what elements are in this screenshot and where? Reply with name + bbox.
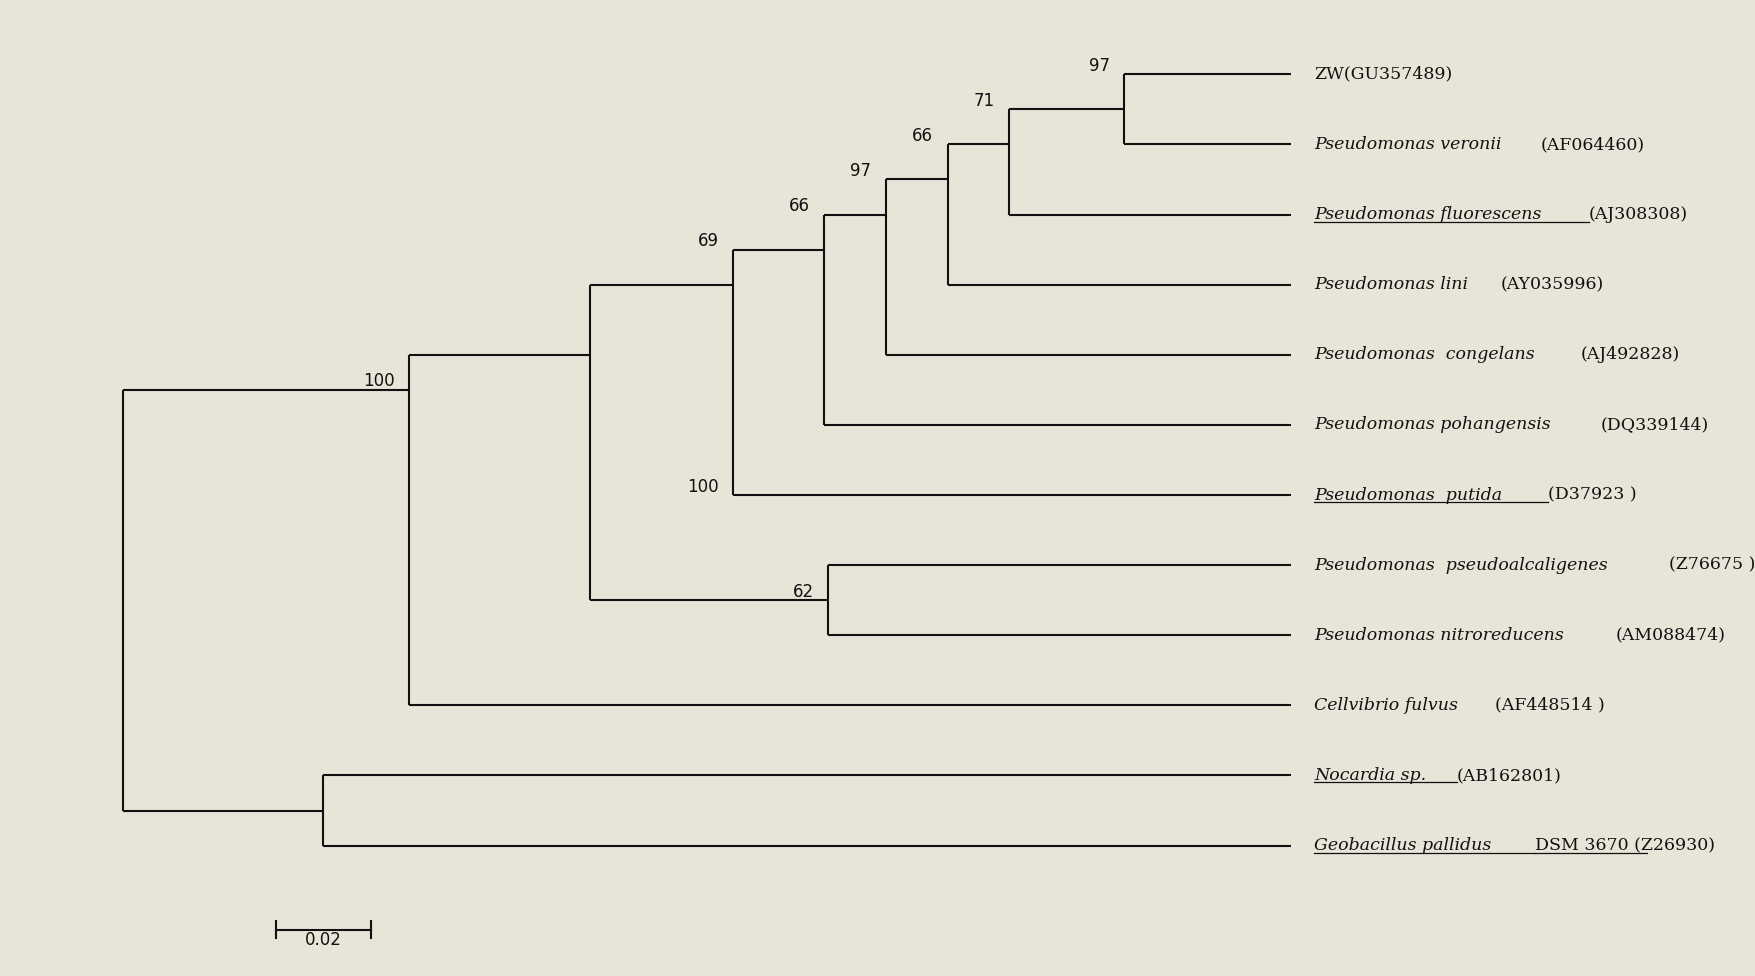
Text: 66: 66 (788, 197, 809, 215)
Text: 71: 71 (974, 92, 995, 110)
Text: Pseudomonas lini: Pseudomonas lini (1314, 276, 1467, 293)
Text: (AM088474): (AM088474) (1615, 627, 1725, 644)
Text: (DQ339144): (DQ339144) (1599, 417, 1708, 433)
Text: Geobacillus pallidus: Geobacillus pallidus (1314, 837, 1497, 854)
Text: 100: 100 (686, 477, 718, 496)
Text: Pseudomonas fluorescens: Pseudomonas fluorescens (1314, 206, 1541, 224)
Text: (AJ308308): (AJ308308) (1588, 206, 1687, 224)
Text: Pseudomonas pohangensis: Pseudomonas pohangensis (1314, 417, 1550, 433)
Text: Pseudomonas  congelans: Pseudomonas congelans (1314, 346, 1534, 363)
Text: 66: 66 (913, 127, 932, 145)
Text: (AB162801): (AB162801) (1455, 767, 1560, 784)
Text: (Z76675 ): (Z76675 ) (1669, 556, 1755, 574)
Text: DSM 3670 (Z26930): DSM 3670 (Z26930) (1534, 837, 1715, 854)
Text: (AY035996): (AY035996) (1499, 276, 1602, 293)
Text: ZW(GU357489): ZW(GU357489) (1314, 65, 1451, 83)
Text: (D37923 ): (D37923 ) (1548, 486, 1636, 504)
Text: Nocardia sp.: Nocardia sp. (1314, 767, 1432, 784)
Text: Pseudomonas  pseudoalcaligenes: Pseudomonas pseudoalcaligenes (1314, 556, 1608, 574)
Text: Cellvibrio fulvus: Cellvibrio fulvus (1314, 697, 1464, 713)
Text: 97: 97 (849, 162, 870, 180)
Text: 97: 97 (1088, 57, 1109, 75)
Text: 62: 62 (793, 583, 814, 601)
Text: (AF064460): (AF064460) (1539, 136, 1644, 153)
Text: 100: 100 (363, 373, 395, 390)
Text: 69: 69 (697, 232, 718, 250)
Text: (AJ492828): (AJ492828) (1580, 346, 1680, 363)
Text: Pseudomonas veronii: Pseudomonas veronii (1314, 136, 1501, 153)
Text: Pseudomonas nitroreducens: Pseudomonas nitroreducens (1314, 627, 1564, 644)
Text: 0.02: 0.02 (305, 931, 342, 950)
Text: Pseudomonas  putida: Pseudomonas putida (1314, 486, 1508, 504)
Text: (AF448514 ): (AF448514 ) (1494, 697, 1604, 713)
